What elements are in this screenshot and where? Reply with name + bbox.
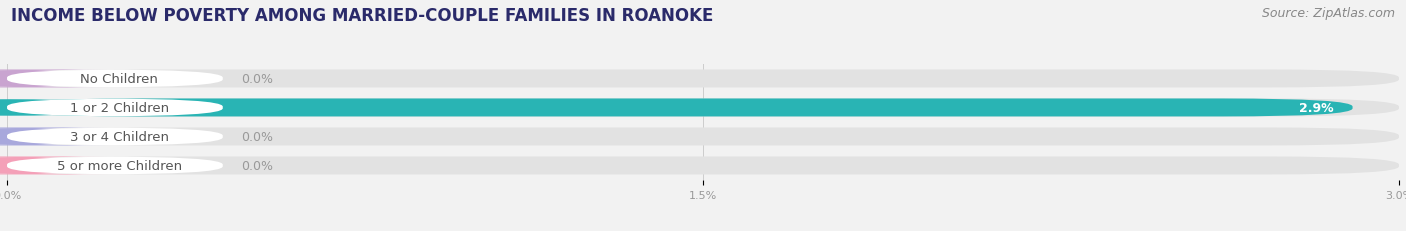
FancyBboxPatch shape bbox=[7, 99, 222, 117]
Circle shape bbox=[0, 158, 131, 173]
FancyBboxPatch shape bbox=[7, 70, 222, 88]
FancyBboxPatch shape bbox=[7, 128, 222, 146]
Text: 0.0%: 0.0% bbox=[242, 159, 273, 172]
Text: 3 or 4 Children: 3 or 4 Children bbox=[70, 130, 169, 143]
Circle shape bbox=[0, 100, 131, 116]
Text: 0.0%: 0.0% bbox=[242, 73, 273, 86]
Text: 0.0%: 0.0% bbox=[242, 130, 273, 143]
FancyBboxPatch shape bbox=[7, 128, 1399, 146]
Text: INCOME BELOW POVERTY AMONG MARRIED-COUPLE FAMILIES IN ROANOKE: INCOME BELOW POVERTY AMONG MARRIED-COUPL… bbox=[11, 7, 714, 25]
Text: 2.9%: 2.9% bbox=[1299, 101, 1334, 115]
FancyBboxPatch shape bbox=[7, 70, 1399, 88]
FancyBboxPatch shape bbox=[7, 99, 1399, 117]
FancyBboxPatch shape bbox=[0, 157, 108, 175]
Text: 5 or more Children: 5 or more Children bbox=[56, 159, 181, 172]
Text: Source: ZipAtlas.com: Source: ZipAtlas.com bbox=[1261, 7, 1395, 20]
FancyBboxPatch shape bbox=[7, 99, 1353, 117]
Text: No Children: No Children bbox=[80, 73, 157, 86]
FancyBboxPatch shape bbox=[7, 157, 222, 175]
FancyBboxPatch shape bbox=[7, 157, 1399, 175]
FancyBboxPatch shape bbox=[0, 128, 108, 146]
Circle shape bbox=[0, 129, 131, 144]
FancyBboxPatch shape bbox=[0, 70, 108, 88]
Circle shape bbox=[0, 72, 131, 87]
Text: 1 or 2 Children: 1 or 2 Children bbox=[70, 101, 169, 115]
